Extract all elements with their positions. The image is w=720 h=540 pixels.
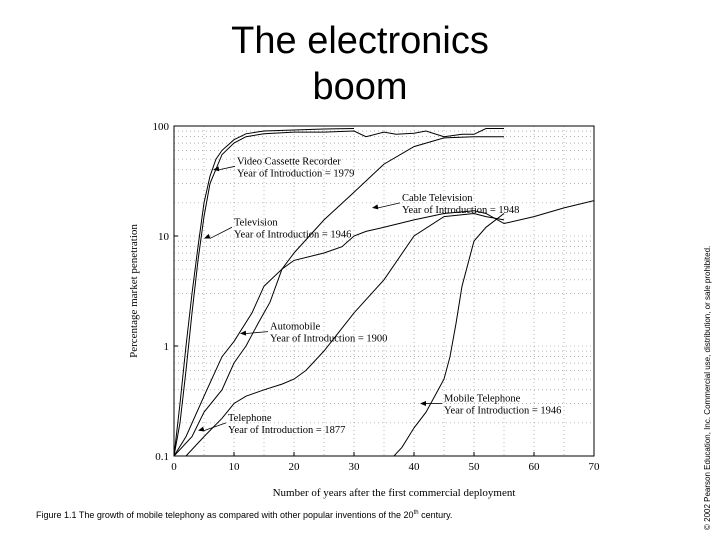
annotation-arrow-line xyxy=(209,226,233,239)
x-tick-label: 0 xyxy=(171,461,177,473)
annotation-arrow-line xyxy=(377,202,401,209)
annotation-label-line2: Year of Introduction = 1948 xyxy=(402,205,519,216)
caption-text-end: century. xyxy=(418,510,453,520)
annotation-label-line2: Year of Introduction = 1946 xyxy=(444,406,561,417)
annotation-arrowhead xyxy=(240,330,247,336)
title-line-2: boom xyxy=(312,66,408,108)
annotation-label-line2: Year of Introduction = 1946 xyxy=(234,229,351,240)
x-tick-label: 40 xyxy=(409,461,421,473)
slide-title: The electronics boom xyxy=(120,18,600,110)
caption-text: Figure 1.1 The growth of mobile telephon… xyxy=(36,510,414,520)
y-tick-label: 100 xyxy=(153,121,170,133)
annotation-label-line1: Telephone xyxy=(228,413,272,424)
y-tick-label: 10 xyxy=(158,231,170,243)
plot-frame xyxy=(173,125,595,457)
x-tick-label: 30 xyxy=(349,461,361,473)
x-tick-label: 50 xyxy=(469,461,481,473)
annotation-arrowhead xyxy=(420,401,426,407)
y-tick-label: 0.1 xyxy=(155,451,169,463)
annotation-label-line2: Year of Introduction = 1900 xyxy=(270,334,387,345)
x-tick-label: 60 xyxy=(529,461,541,473)
series-line-3 xyxy=(174,200,594,456)
y-axis-label: Percentage market penetration xyxy=(128,224,140,358)
series-line-0 xyxy=(174,128,355,456)
x-tick-label: 10 xyxy=(229,461,241,473)
annotation-arrow-line xyxy=(245,331,269,334)
series-line-2 xyxy=(174,128,504,456)
x-tick-label: 70 xyxy=(589,461,601,473)
annotation-arrow-line xyxy=(218,165,236,171)
series-line-4 xyxy=(185,212,505,456)
annotation-label-line1: Video Cassette Recorder xyxy=(237,156,341,167)
y-tick-label: 1 xyxy=(164,341,170,353)
copyright-notice: © 2002 Pearson Education, Inc. Commercia… xyxy=(703,245,712,530)
annotation-arrowhead xyxy=(213,166,220,172)
figure-caption: Figure 1.1 The growth of mobile telephon… xyxy=(36,510,452,520)
annotation-arrowhead xyxy=(372,204,379,210)
annotation-label-line2: Year of Introduction = 1979 xyxy=(237,168,354,179)
x-tick-label: 20 xyxy=(289,461,301,473)
series-lines xyxy=(174,128,594,456)
annotation-arrow-line xyxy=(203,422,227,432)
annotation-label-line1: Mobile Telephone xyxy=(444,394,521,405)
series-line-1 xyxy=(174,136,504,456)
annotation-label-line1: Television xyxy=(234,217,278,228)
annotation-arrowhead xyxy=(198,426,205,432)
grid xyxy=(174,126,594,456)
annotation-label-line2: Year of Introduction = 1877 xyxy=(228,425,345,436)
x-axis-label: Number of years after the first commerci… xyxy=(273,487,516,499)
series-line-5 xyxy=(393,213,505,456)
annotation-label-line1: Automobile xyxy=(270,322,321,333)
caption-superscript: th xyxy=(413,510,419,516)
annotation-label-line1: Cable Television xyxy=(402,193,473,204)
annotation-arrowhead xyxy=(204,233,211,239)
title-line-1: The electronics xyxy=(231,20,489,62)
